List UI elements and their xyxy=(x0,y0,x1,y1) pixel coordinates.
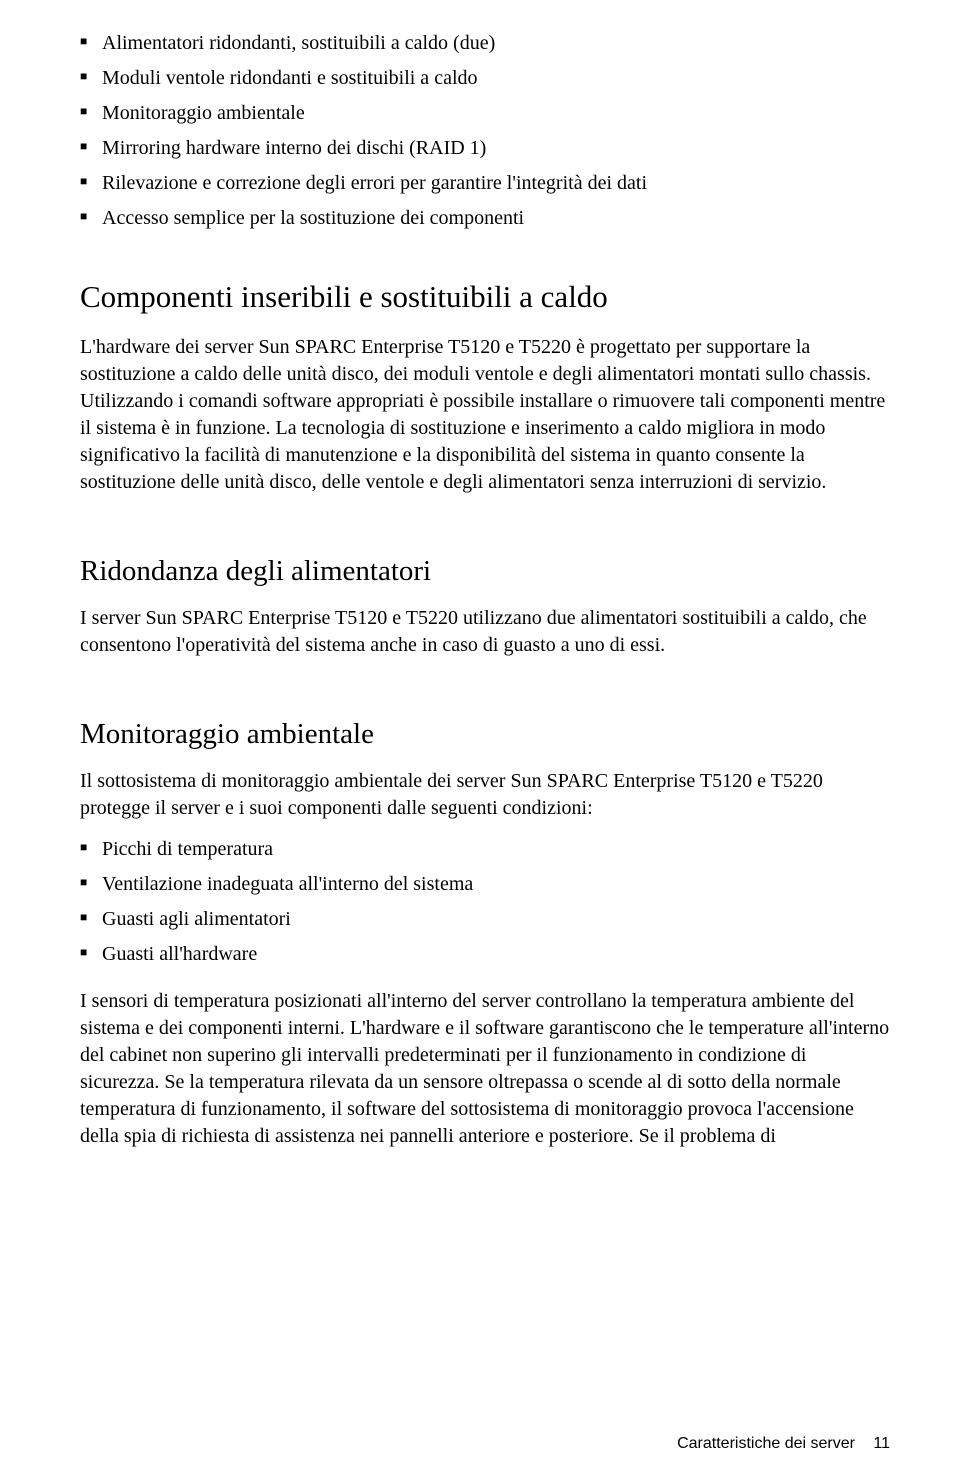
heading-components: Componenti inseribili e sostituibili a c… xyxy=(80,276,890,318)
para-components: L'hardware dei server Sun SPARC Enterpri… xyxy=(80,334,890,496)
list-item: Accesso semplice per la sostituzione dei… xyxy=(80,205,890,232)
list-item: Ventilazione inadeguata all'interno del … xyxy=(80,871,890,898)
footer: Caratteristiche dei server 11 xyxy=(677,1433,890,1455)
footer-label: Caratteristiche dei server xyxy=(677,1435,855,1452)
list-item: Rilevazione e correzione degli errori pe… xyxy=(80,170,890,197)
list-item-text: Guasti all'hardware xyxy=(102,943,257,965)
para-monitoring-body: I sensori di temperatura posizionati all… xyxy=(80,988,890,1150)
list-item-text: Picchi di temperatura xyxy=(102,838,273,860)
list-item-text: Alimentatori ridondanti, sostituibili a … xyxy=(102,32,495,54)
list-item: Moduli ventole ridondanti e sostituibili… xyxy=(80,65,890,92)
list-item-text: Ventilazione inadeguata all'interno del … xyxy=(102,873,473,895)
list-item: Guasti all'hardware xyxy=(80,941,890,968)
list-item: Picchi di temperatura xyxy=(80,836,890,863)
list-item-text: Rilevazione e correzione degli errori pe… xyxy=(102,172,647,194)
list-item-text: Accesso semplice per la sostituzione dei… xyxy=(102,207,524,229)
para-redundancy: I server Sun SPARC Enterprise T5120 e T5… xyxy=(80,605,890,659)
list-item: Mirroring hardware interno dei dischi (R… xyxy=(80,135,890,162)
para-monitoring-intro: Il sottosistema di monitoraggio ambienta… xyxy=(80,768,890,822)
page-number: 11 xyxy=(873,1435,890,1452)
list-item-text: Monitoraggio ambientale xyxy=(102,102,305,124)
top-bullet-list: Alimentatori ridondanti, sostituibili a … xyxy=(80,30,890,232)
monitoring-bullet-list: Picchi di temperatura Ventilazione inade… xyxy=(80,836,890,968)
heading-monitoring: Monitoraggio ambientale xyxy=(80,715,890,754)
heading-redundancy: Ridondanza degli alimentatori xyxy=(80,552,890,591)
list-item-text: Guasti agli alimentatori xyxy=(102,908,291,930)
list-item: Alimentatori ridondanti, sostituibili a … xyxy=(80,30,890,57)
list-item-text: Mirroring hardware interno dei dischi (R… xyxy=(102,137,486,159)
list-item-text: Moduli ventole ridondanti e sostituibili… xyxy=(102,67,478,89)
list-item: Guasti agli alimentatori xyxy=(80,906,890,933)
list-item: Monitoraggio ambientale xyxy=(80,100,890,127)
